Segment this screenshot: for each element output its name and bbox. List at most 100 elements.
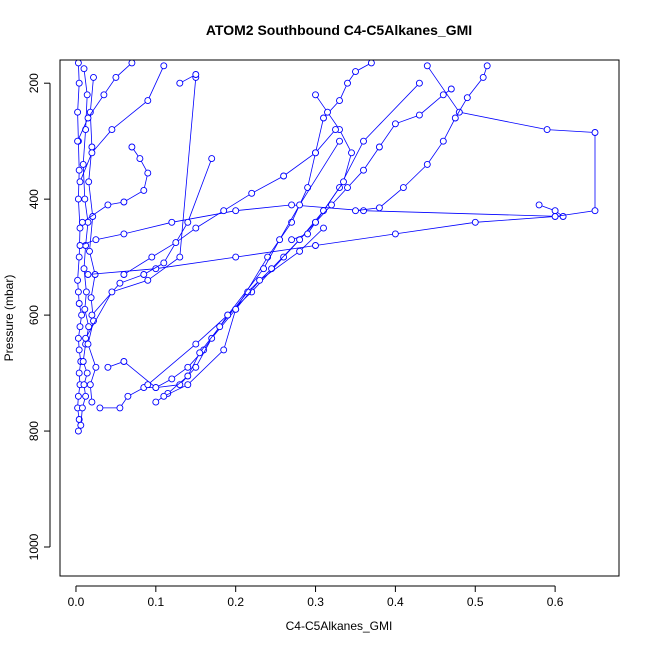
data-point <box>176 79 184 87</box>
data-point <box>81 195 89 203</box>
data-point <box>77 421 85 429</box>
data-point <box>78 218 86 226</box>
data-point <box>120 271 128 278</box>
y-tick-label: 1000 <box>27 533 41 560</box>
data-point <box>360 166 367 174</box>
x-tick-label: 0.2 <box>227 595 244 609</box>
data-point <box>96 404 104 412</box>
data-point <box>100 91 108 99</box>
x-axis: 0.0 0.1 0.2 0.3 0.4 0.5 0.6 <box>68 585 564 609</box>
data-point <box>192 363 200 371</box>
plot-frame <box>59 59 620 577</box>
data-point <box>78 404 86 412</box>
data-point <box>320 114 327 122</box>
series-line <box>155 94 352 403</box>
data-point <box>176 381 184 389</box>
data-point <box>479 73 487 81</box>
series-13 <box>288 85 455 244</box>
data-point <box>74 392 82 400</box>
y-tick-label: 600 <box>27 305 41 325</box>
data-point <box>288 236 296 244</box>
data-point <box>439 137 447 145</box>
series-10 <box>88 155 216 319</box>
data-point <box>216 323 224 331</box>
data-point <box>75 346 83 354</box>
data-point <box>108 288 116 296</box>
data-point <box>423 160 431 168</box>
data-point <box>192 340 200 348</box>
data-point <box>91 271 99 278</box>
data-point <box>375 204 383 212</box>
data-point <box>81 305 89 313</box>
data-point <box>82 392 90 400</box>
series-16 <box>120 126 339 278</box>
data-point <box>483 62 491 70</box>
data-point <box>76 224 84 232</box>
data-point <box>152 384 160 392</box>
data-point <box>184 381 192 389</box>
data-point <box>196 349 204 357</box>
data-point <box>391 120 399 128</box>
data-point <box>85 323 93 331</box>
data-point <box>439 91 447 99</box>
data-point <box>276 236 284 244</box>
y-tick-label: 200 <box>27 73 41 93</box>
data-point <box>74 137 82 145</box>
data-point <box>352 68 359 76</box>
data-point <box>224 311 232 319</box>
data-point <box>312 91 319 99</box>
series-2 <box>77 65 93 429</box>
data-point <box>84 114 92 122</box>
data-point <box>75 79 83 87</box>
data-point <box>116 404 124 412</box>
data-point <box>144 276 152 284</box>
data-point <box>75 253 83 261</box>
data-point <box>296 247 304 255</box>
data-point <box>152 265 160 273</box>
data-point <box>332 126 339 134</box>
data-point <box>80 265 88 273</box>
data-point <box>399 184 407 192</box>
data-point <box>360 207 367 215</box>
data-point <box>551 213 559 220</box>
data-point <box>336 97 343 105</box>
data-point <box>172 239 180 247</box>
data-point <box>535 201 543 209</box>
data-point <box>79 358 87 365</box>
data-point <box>75 369 83 377</box>
data-point <box>152 398 160 406</box>
data-point <box>86 247 93 255</box>
data-point <box>415 111 423 119</box>
data-point <box>336 137 343 145</box>
x-tick-label: 0.3 <box>307 595 324 609</box>
data-point <box>543 126 551 134</box>
data-point <box>124 392 132 400</box>
data-point <box>74 108 82 116</box>
x-tick-label: 0.1 <box>147 595 164 609</box>
series-9 <box>78 143 152 226</box>
data-point <box>84 271 92 278</box>
data-point <box>74 288 82 296</box>
data-point <box>82 288 90 296</box>
data-point <box>312 242 319 249</box>
series-15 <box>160 224 327 400</box>
data-point <box>340 178 347 186</box>
data-point <box>112 73 120 81</box>
data-point <box>74 427 82 435</box>
data-point <box>591 129 599 136</box>
data-point <box>140 271 148 278</box>
data-point <box>192 71 200 78</box>
y-tick-label: 400 <box>27 189 41 209</box>
data-point <box>256 276 264 284</box>
data-point <box>324 108 331 116</box>
data-point <box>312 149 319 157</box>
data-point <box>248 189 256 197</box>
series-line <box>77 62 83 432</box>
data-point <box>367 60 375 67</box>
data-point <box>344 184 351 192</box>
data-point <box>80 65 88 73</box>
data-point <box>79 160 87 168</box>
data-point <box>296 201 304 209</box>
series-14 <box>144 137 343 389</box>
